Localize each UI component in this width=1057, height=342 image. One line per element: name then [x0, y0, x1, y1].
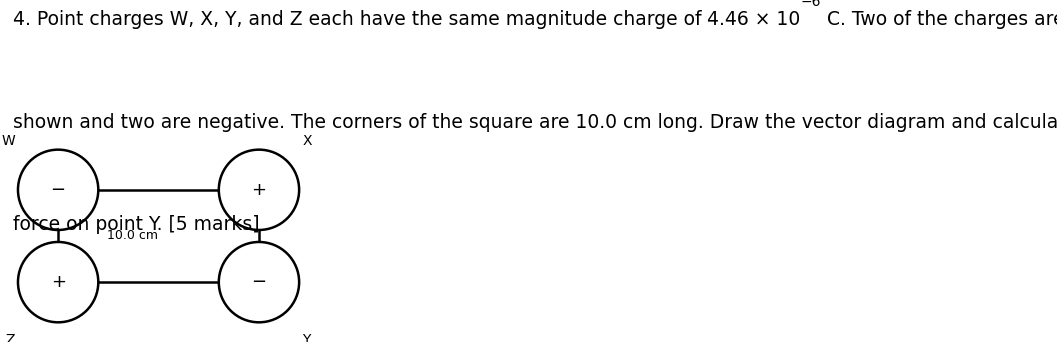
Text: W: W	[1, 134, 15, 148]
Text: 4. Point charges W, X, Y, and Z each have the same magnitude charge of: 4. Point charges W, X, Y, and Z each hav…	[13, 10, 707, 29]
Text: Y: Y	[302, 332, 311, 342]
Text: Z: Z	[5, 332, 15, 342]
Ellipse shape	[18, 150, 98, 230]
Text: −: −	[252, 273, 266, 291]
Text: shown and two are negative. The corners of the square are 10.0 cm long. Draw the: shown and two are negative. The corners …	[13, 113, 1057, 132]
Text: C. Two of the charges are positive as: C. Two of the charges are positive as	[821, 10, 1057, 29]
Text: 4.46 × 10: 4.46 × 10	[707, 10, 800, 29]
Ellipse shape	[219, 150, 299, 230]
Ellipse shape	[219, 242, 299, 322]
Text: force on point Y. [5 marks]: force on point Y. [5 marks]	[13, 215, 259, 235]
Text: −6: −6	[800, 0, 821, 9]
Text: 10.0 cm: 10.0 cm	[107, 229, 157, 242]
Ellipse shape	[18, 242, 98, 322]
Text: −: −	[51, 181, 66, 199]
Text: X: X	[302, 134, 312, 148]
Text: +: +	[51, 273, 66, 291]
Text: +: +	[252, 181, 266, 199]
